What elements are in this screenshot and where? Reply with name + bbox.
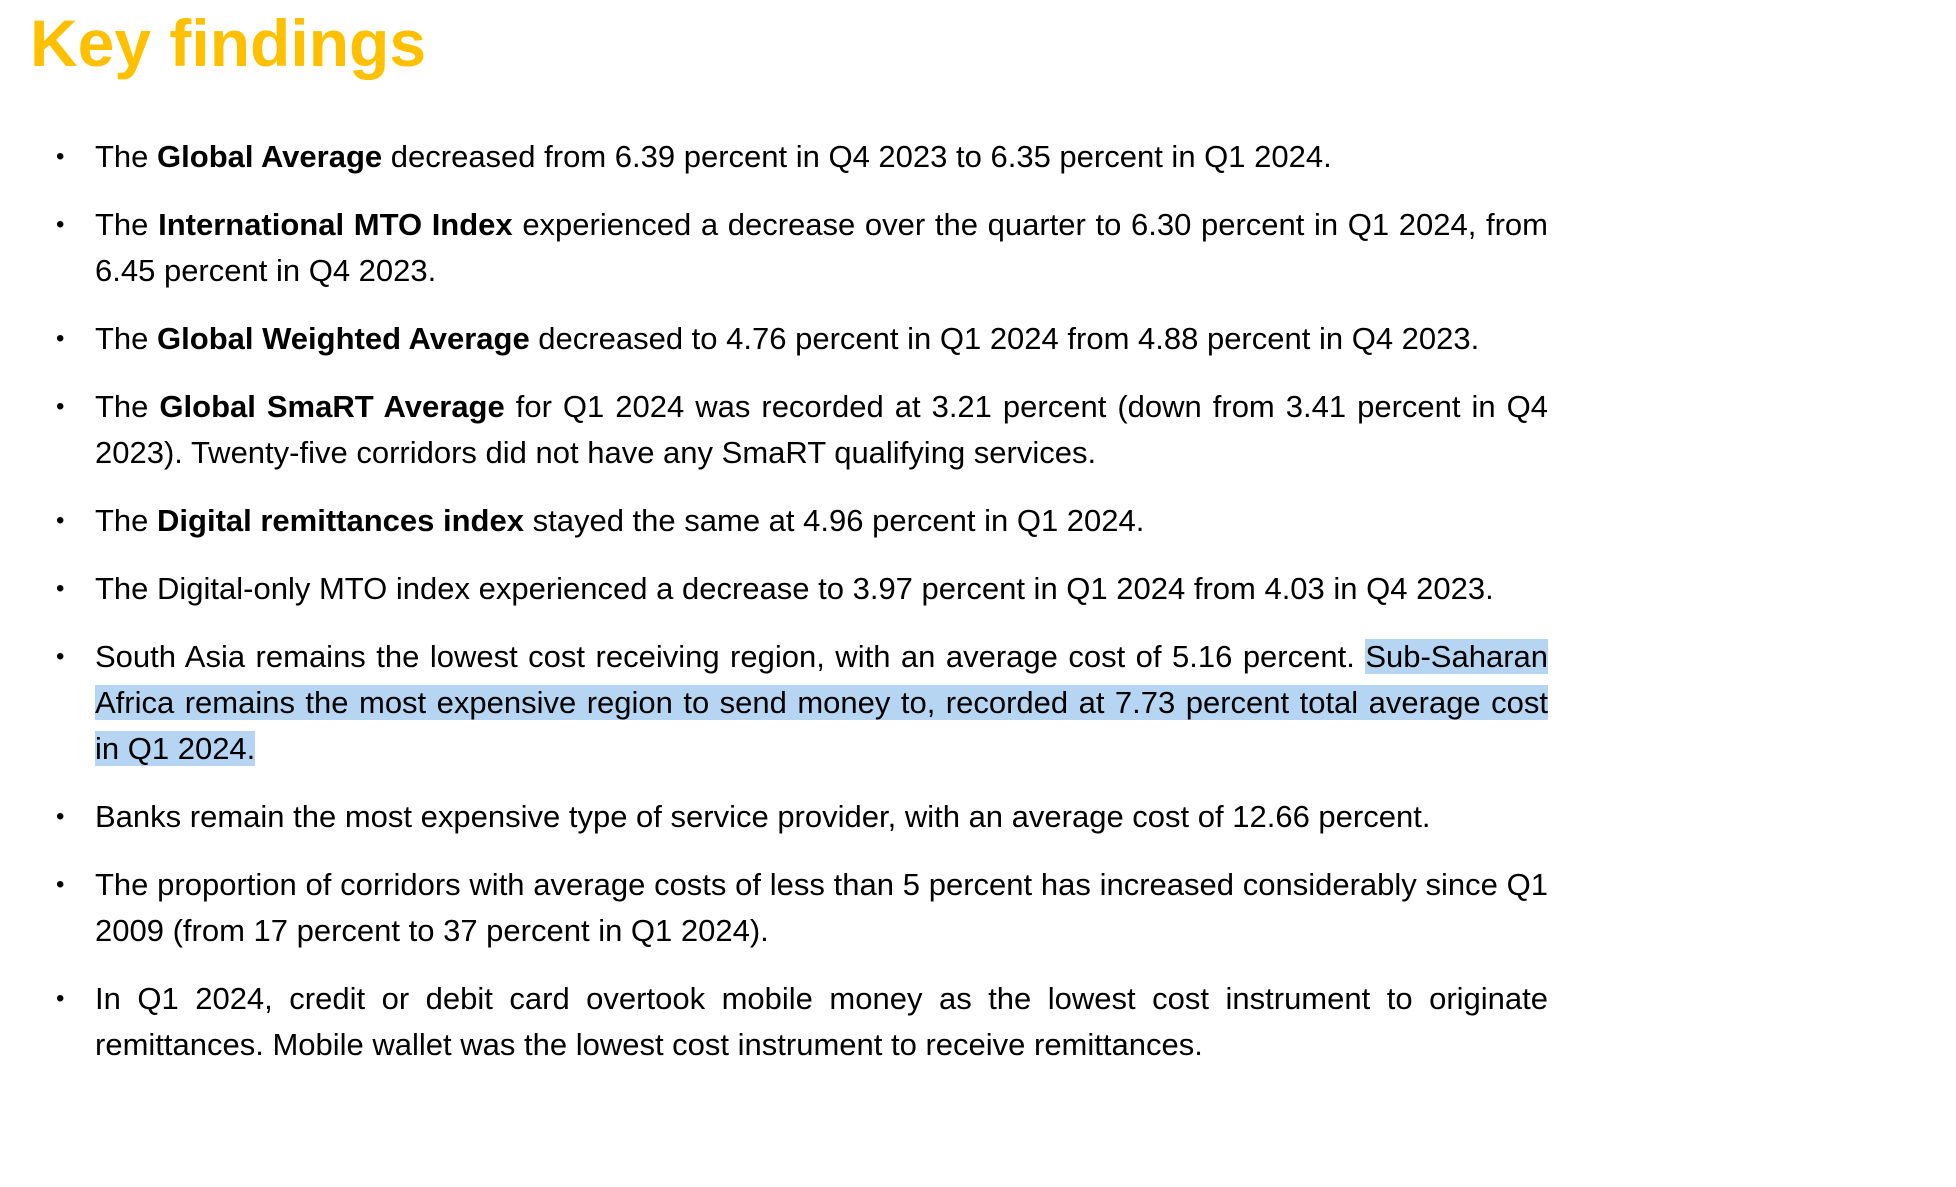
- bullet-icon: •: [56, 802, 65, 830]
- text-segment: Global Weighted Average: [157, 320, 530, 356]
- list-item: • In Q1 2024, credit or debit card overto…: [30, 976, 1548, 1068]
- bullet-icon: •: [56, 324, 65, 352]
- text-segment: Digital remittances index: [157, 502, 524, 538]
- text-segment: stayed the same at 4.96 percent in Q1 20…: [523, 502, 1145, 538]
- list-item: • The Digital-only MTO index experienced …: [30, 566, 1548, 612]
- list-item: • South Asia remains the lowest cost rece…: [30, 634, 1548, 772]
- text-segment: Global Average: [157, 138, 383, 174]
- bullet-text: The Global SmaRT Average for Q1 2024 was…: [95, 384, 1548, 476]
- list-item: • The Global SmaRT Average for Q1 2024 wa…: [30, 384, 1548, 476]
- bullet-text: The Digital-only MTO index experienced a…: [95, 566, 1548, 612]
- text-segment: decreased from 6.39 percent in Q4 2023 t…: [382, 138, 1332, 174]
- bullet-icon: •: [56, 210, 65, 238]
- text-segment: Banks remain the most expensive type of …: [95, 798, 1431, 834]
- list-item: • The Digital remittances index stayed th…: [30, 498, 1548, 544]
- text-segment: for Q1 2024 was recorded at 3.21 percent…: [95, 388, 1548, 470]
- text-segment: Global SmaRT Average: [159, 388, 505, 424]
- text-segment: The: [95, 206, 159, 242]
- key-findings-list: • The Global Average decreased from 6.39 …: [30, 134, 1548, 1068]
- bullet-icon: •: [56, 870, 65, 898]
- text-segment: The proportion of corridors with average…: [95, 866, 1548, 948]
- page-title: Key findings: [30, 6, 427, 80]
- list-item: • The Global Weighted Average decreased t…: [30, 316, 1548, 362]
- bullet-text: In Q1 2024, credit or debit card overtoo…: [95, 976, 1548, 1068]
- document-page: Key findings • The Global Average decreas…: [30, 6, 1548, 1068]
- bullet-icon: •: [56, 574, 65, 602]
- list-item: • The proportion of corridors with averag…: [30, 862, 1548, 954]
- bullet-text: The Digital remittances index stayed the…: [95, 498, 1548, 544]
- text-segment: The: [95, 388, 160, 424]
- bullet-text: Banks remain the most expensive type of …: [95, 794, 1548, 840]
- text-segment: The: [95, 320, 158, 356]
- bullet-icon: •: [56, 142, 65, 170]
- bullet-icon: •: [56, 984, 65, 1012]
- text-segment: International MTO Index: [158, 206, 513, 242]
- list-item: • The International MTO Index experienced…: [30, 202, 1548, 294]
- bullet-text: The Global Average decreased from 6.39 p…: [95, 134, 1548, 180]
- bullet-text: The Global Weighted Average decreased to…: [95, 316, 1548, 362]
- text-segment: The: [95, 502, 158, 538]
- bullet-text: South Asia remains the lowest cost recei…: [95, 634, 1548, 772]
- bullet-text: The International MTO Index experienced …: [95, 202, 1548, 294]
- text-segment: The: [95, 138, 158, 174]
- bullet-icon: •: [56, 392, 65, 420]
- list-item: • Banks remain the most expensive type of…: [30, 794, 1548, 840]
- bullet-text: The proportion of corridors with average…: [95, 862, 1548, 954]
- bullet-icon: •: [56, 506, 65, 534]
- bullet-icon: •: [56, 642, 65, 670]
- text-segment: In Q1 2024, credit or debit card overtoo…: [95, 980, 1548, 1062]
- text-segment: South Asia remains the lowest cost recei…: [95, 638, 1366, 674]
- list-item: • The Global Average decreased from 6.39 …: [30, 134, 1548, 180]
- text-segment: experienced a decrease over the quarter …: [95, 206, 1548, 288]
- text-segment: decreased to 4.76 percent in Q1 2024 fro…: [529, 320, 1480, 356]
- text-segment: The Digital-only MTO index experienced a…: [95, 570, 1494, 606]
